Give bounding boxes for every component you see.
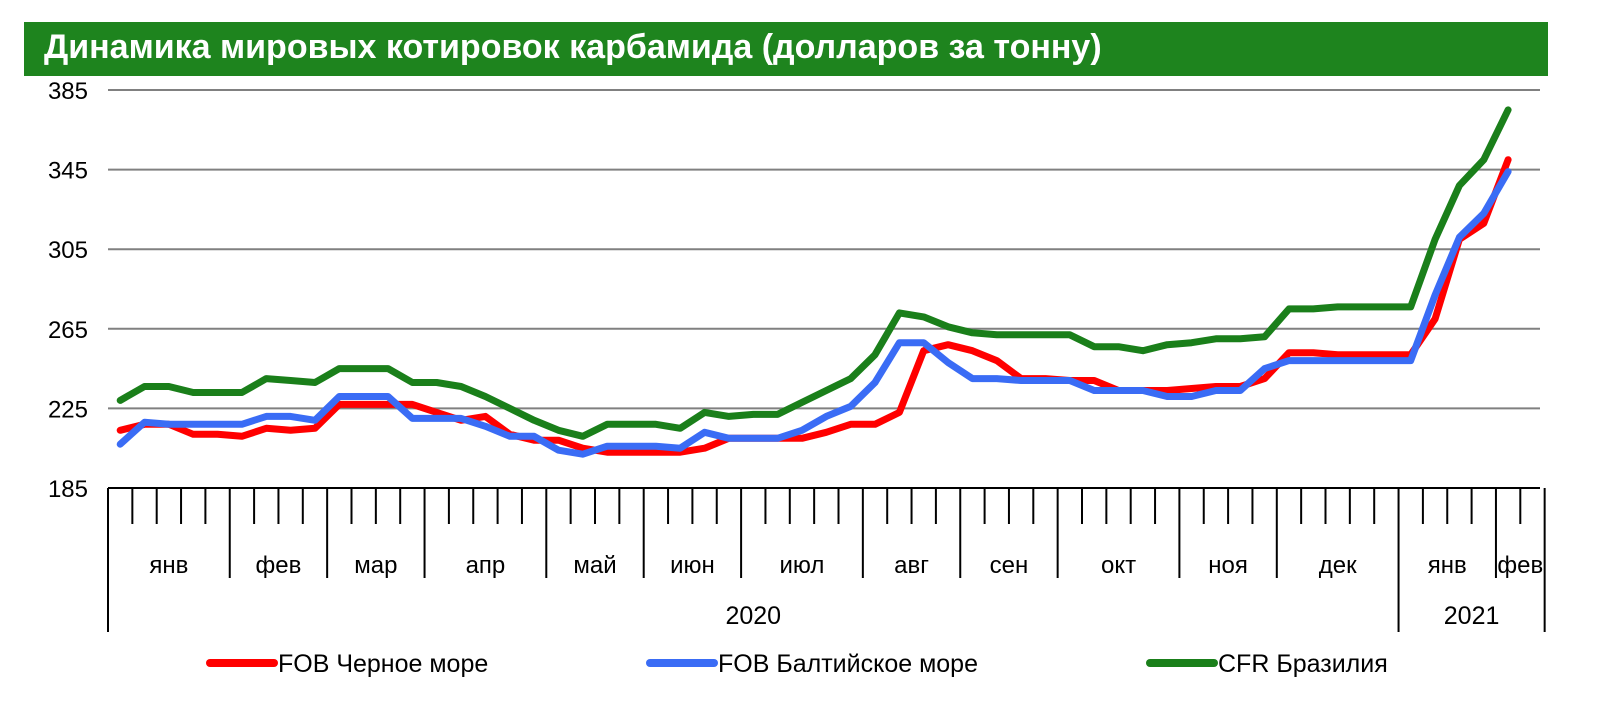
legend-label: FOB Черное море (278, 650, 488, 678)
y-tick-label: 345 (48, 158, 88, 185)
legend-label: CFR Бразилия (1218, 650, 1388, 678)
y-tick-label: 225 (48, 396, 88, 423)
y-tick-label: 185 (48, 476, 88, 503)
year-label: 2021 (1444, 602, 1500, 630)
month-label: июл (780, 552, 825, 579)
series-line-cfr-brazil (116, 106, 1512, 440)
y-tick-label: 265 (48, 317, 88, 344)
legend-item-fob-baltic: FOB Балтийское море (646, 650, 978, 678)
series-line-fob-baltic (116, 168, 1512, 458)
month-label: дек (1319, 552, 1357, 579)
month-label: янв (1428, 552, 1467, 579)
y-tick-label: 305 (48, 237, 88, 264)
month-label: янв (149, 552, 188, 579)
month-label: май (573, 552, 616, 579)
gridlines (108, 89, 1540, 489)
month-label: апр (466, 552, 506, 579)
month-label: ноя (1208, 552, 1248, 579)
month-label: окт (1101, 552, 1136, 579)
axes: 185 225 265 305 345 385 янв фев мар апр май июн июл а… (48, 78, 1546, 632)
chart-title-bar: Динамика мировых котировок карбамида (до… (24, 22, 1548, 76)
month-label: фев (256, 552, 302, 579)
y-tick-label: 385 (48, 78, 88, 105)
month-label: июн (670, 552, 715, 579)
legend-label: FOB Балтийское море (718, 650, 978, 678)
month-label: мар (354, 552, 397, 579)
month-label: фев (1497, 552, 1543, 579)
year-label: 2020 (725, 602, 781, 630)
legend-item-fob-black-sea: FOB Черное море (206, 650, 488, 678)
legend-item-cfr-brazil: CFR Бразилия (1146, 650, 1388, 678)
legend: FOB Черное море FOB Балтийское море CFR Бр… (206, 650, 1388, 678)
month-label: авг (894, 552, 929, 579)
chart-title: Динамика мировых котировок карбамида (до… (44, 28, 1102, 66)
series-lines (116, 106, 1512, 458)
month-label: сен (990, 552, 1029, 579)
